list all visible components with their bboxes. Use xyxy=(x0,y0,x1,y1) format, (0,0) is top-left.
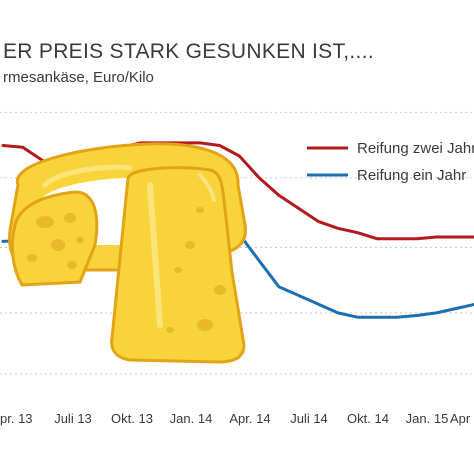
x-axis: pr. 13 Juli 13 Okt. 13 Jan. 14 Apr. 14 Juli 1… xyxy=(0,411,471,426)
x-tick-label: Okt. 13 xyxy=(111,411,153,426)
x-tick-label: Jan. 15 xyxy=(406,411,449,426)
x-tick-label: Juli 13 xyxy=(54,411,92,426)
x-tick-label: Jan. 14 xyxy=(170,411,213,426)
x-tick-label: Juli 14 xyxy=(290,411,328,426)
x-tick-label: pr. 13 xyxy=(0,411,33,426)
chart-subtitle: rmesankäse, Euro/Kilo xyxy=(3,69,154,86)
legend: Reifung zwei Jahr Reifung ein Jahr xyxy=(307,140,474,184)
cheese-illustration-icon xyxy=(8,142,247,364)
gridlines xyxy=(0,111,474,375)
chart-title: ER PREIS STARK GESUNKEN IST,.... xyxy=(3,40,374,63)
x-tick-label: Okt. 14 xyxy=(347,411,389,426)
legend-label-1: Reifung ein Jahr xyxy=(357,167,466,184)
x-tick-label: Apr xyxy=(450,411,471,426)
legend-label-0: Reifung zwei Jahr xyxy=(357,140,474,157)
x-tick-label: Apr. 14 xyxy=(229,411,270,426)
